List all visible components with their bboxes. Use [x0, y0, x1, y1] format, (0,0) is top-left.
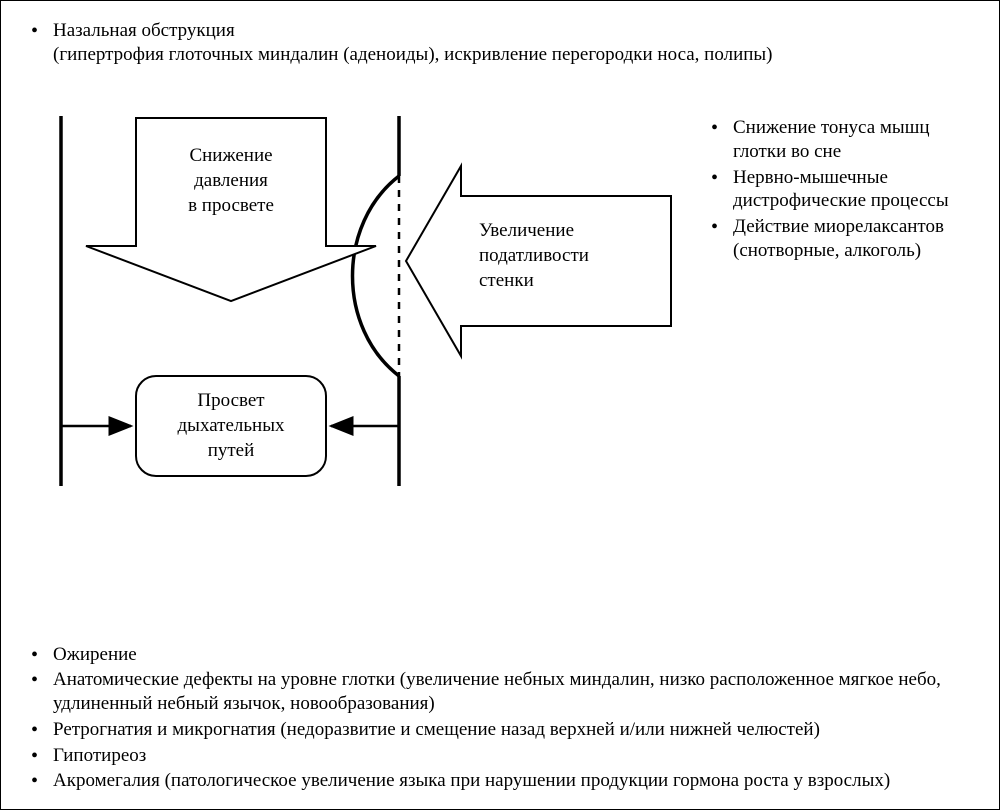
down-arrow-text2: давления	[194, 170, 268, 191]
bottom-bullet-0: Ожирение	[31, 643, 971, 667]
bottom-bullet-1: Анатомические дефекты на уровне глотки (…	[31, 668, 971, 716]
down-arrow-text3: в просвете	[188, 195, 274, 216]
wall-curve	[353, 176, 400, 376]
diagram-svg: Снижение давления в просвете Увеличение …	[31, 106, 731, 506]
bottom-bullet-3: Гипотиреоз	[31, 744, 971, 768]
bottom-bullet-list: Ожирение Анатомические дефекты на уровне…	[31, 643, 971, 796]
left-arrow-text2: податливости	[479, 245, 589, 266]
side-bullet-0: Снижение тонуса мышц глотки во сне	[711, 116, 971, 164]
top-bullet-list: Назальная обструкция (гипертрофия глоточ…	[31, 19, 981, 67]
airway-text3: путей	[208, 440, 255, 461]
top-bullet-title: Назальная обструкция	[53, 20, 235, 41]
airway-text1: Просвет	[197, 390, 265, 411]
side-bullet-2: Действие миорелаксантов (снотворные, алк…	[711, 215, 971, 263]
left-arrow-text3: стенки	[479, 270, 534, 291]
bottom-bullet-2: Ретрогнатия и микрогнатия (недоразвитие …	[31, 718, 971, 742]
top-bullet: Назальная обструкция (гипертрофия глоточ…	[31, 19, 981, 67]
diagram-frame: Назальная обструкция (гипертрофия глоточ…	[0, 0, 1000, 810]
airway-text2: дыхательных	[178, 415, 285, 436]
side-bullet-1: Нервно-мышечные дистрофические процессы	[711, 166, 971, 214]
down-arrow-text1: Снижение	[189, 145, 272, 166]
bottom-bullet-4: Акромегалия (патологическое увеличение я…	[31, 769, 971, 793]
top-bullet-sub: (гипертрофия глоточных миндалин (аденоид…	[53, 44, 773, 65]
side-bullet-list: Снижение тонуса мышц глотки во сне Нервн…	[711, 116, 971, 265]
left-arrow-text1: Увеличение	[479, 220, 574, 241]
